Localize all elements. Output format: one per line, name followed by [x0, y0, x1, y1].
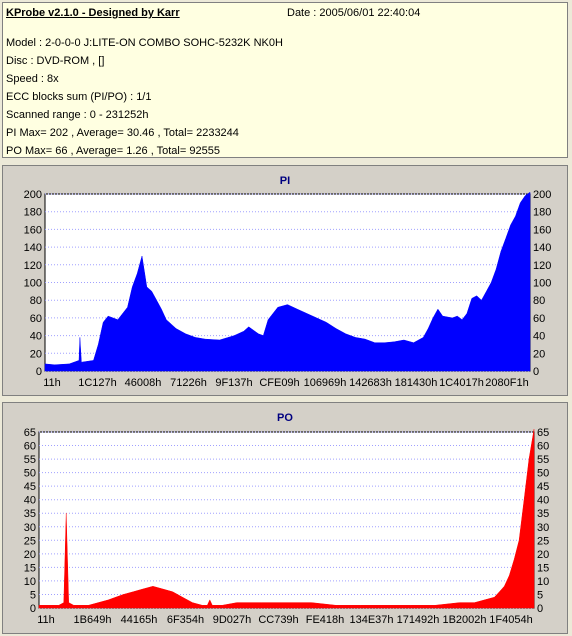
po-y-tick-right: 55	[537, 454, 549, 466]
po-y-tick-left: 20	[24, 549, 36, 561]
pi-y-tick-left: 60	[30, 313, 42, 325]
po-y-tick-right: 35	[537, 508, 549, 520]
po-y-tick-left: 25	[24, 535, 36, 547]
po-x-tick: 171492h	[397, 614, 440, 626]
pi-series-area	[44, 191, 531, 372]
pi-chart-title: PI	[279, 175, 291, 187]
pi-y-tick-left: 180	[24, 207, 42, 219]
po-plot-area	[38, 431, 535, 609]
po-y-tick-left: 55	[24, 454, 36, 466]
po-series-area	[38, 429, 535, 609]
po-y-tick-right: 0	[537, 603, 543, 615]
pi-x-tick: 9F137h	[215, 377, 252, 389]
pi-x-tick: 142683h	[349, 377, 392, 389]
po-y-tick-left: 65	[24, 427, 36, 439]
po-stats-line: PO Max= 66 , Average= 1.26 , Total= 9255…	[6, 145, 220, 157]
pi-y-tick-right: 140	[533, 242, 551, 254]
pi-y-tick-left: 40	[30, 331, 42, 343]
pi-stats-line: PI Max= 202 , Average= 30.46 , Total= 22…	[6, 127, 239, 139]
po-y-tick-left: 15	[24, 562, 36, 574]
pi-x-tick: 106969h	[304, 377, 347, 389]
pi-x-tick: CFE09h	[259, 377, 299, 389]
pi-y-tick-right: 40	[533, 331, 545, 343]
po-y-tick-right: 25	[537, 535, 549, 547]
po-x-tick: 6F354h	[167, 614, 204, 626]
po-x-tick: 1F4054h	[489, 614, 532, 626]
pi-y-tick-left: 0	[36, 366, 42, 378]
pi-y-tick-left: 80	[30, 295, 42, 307]
pi-x-tick: 11h	[43, 377, 61, 389]
po-y-tick-right: 40	[537, 495, 549, 507]
scan-date: Date : 2005/06/01 22:40:04	[287, 7, 421, 19]
po-x-tick: 9D027h	[213, 614, 252, 626]
pi-y-tick-left: 140	[24, 242, 42, 254]
pi-y-tick-right: 0	[533, 366, 539, 378]
pi-y-tick-left: 100	[24, 278, 42, 290]
po-chart-title: PO	[277, 412, 293, 424]
model-line: Model : 2-0-0-0 J:LITE-ON COMBO SOHC-523…	[6, 37, 283, 49]
disc-line: Disc : DVD-ROM , []	[6, 55, 105, 67]
pi-y-tick-right: 120	[533, 260, 551, 272]
pi-y-tick-right: 60	[533, 313, 545, 325]
speed-line: Speed : 8x	[6, 73, 59, 85]
po-x-tick: 134E37h	[349, 614, 393, 626]
pi-chart: 0 0 20 20 40 40 60 60 80 80 100 100 120 120 140 140 160 1…	[24, 189, 552, 389]
po-y-tick-left: 5	[30, 589, 36, 601]
pi-x-tick: 181430h	[395, 377, 438, 389]
pi-y-tick-left: 160	[24, 224, 42, 236]
pi-y-tick-left: 120	[24, 260, 42, 272]
po-y-tick-right: 50	[537, 468, 549, 480]
po-y-tick-left: 40	[24, 495, 36, 507]
pi-y-tick-right: 200	[533, 189, 551, 201]
po-x-tick: 44165h	[121, 614, 158, 626]
pi-y-tick-left: 200	[24, 189, 42, 201]
po-y-tick-right: 60	[537, 441, 549, 453]
po-y-tick-left: 10	[24, 576, 36, 588]
po-chart-panel: PO 0 0 5 5 10 10 15 15 20 20 25 25 30 30 35 35 40 40 45 45 5…	[2, 402, 568, 634]
pi-y-tick-right: 100	[533, 278, 551, 290]
pi-x-tick: 2080F1h	[485, 377, 528, 389]
po-y-tick-right: 30	[537, 522, 549, 534]
po-x-tick: 1B2002h	[442, 614, 486, 626]
pi-x-tick: 1C4017h	[439, 377, 484, 389]
pi-y-tick-right: 80	[533, 295, 545, 307]
po-x-tick: 11h	[37, 614, 55, 626]
po-y-tick-left: 35	[24, 508, 36, 520]
pi-x-tick: 46008h	[125, 377, 162, 389]
ecc-line: ECC blocks sum (PI/PO) : 1/1	[6, 91, 152, 103]
app-title: KProbe v2.1.0 - Designed by Karr	[6, 7, 180, 19]
po-x-tick: CC739h	[258, 614, 298, 626]
info-panel: KProbe v2.1.0 - Designed by Karr Date : …	[2, 2, 568, 158]
po-y-tick-left: 60	[24, 441, 36, 453]
po-y-tick-right: 20	[537, 549, 549, 561]
range-line: Scanned range : 0 - 231252h	[6, 109, 149, 121]
po-x-tick: 1B649h	[74, 614, 112, 626]
po-y-tick-left: 50	[24, 468, 36, 480]
po-y-tick-left: 0	[30, 603, 36, 615]
pi-y-tick-right: 180	[533, 207, 551, 219]
po-y-tick-right: 10	[537, 576, 549, 588]
pi-y-tick-left: 20	[30, 348, 42, 360]
po-x-tick: FE418h	[306, 614, 345, 626]
po-y-tick-right: 5	[537, 589, 543, 601]
pi-x-tick: 71226h	[170, 377, 207, 389]
po-y-tick-right: 45	[537, 481, 549, 493]
po-y-tick-left: 45	[24, 481, 36, 493]
po-y-tick-right: 15	[537, 562, 549, 574]
pi-y-tick-right: 20	[533, 348, 545, 360]
po-y-tick-left: 30	[24, 522, 36, 534]
po-y-tick-right: 65	[537, 427, 549, 439]
pi-x-tick: 1C127h	[78, 377, 117, 389]
pi-chart-panel: PI 0 0 20 20 40 40 60 60 80 80 100 100 120 120 140 140 1…	[2, 165, 568, 396]
pi-y-tick-right: 160	[533, 224, 551, 236]
